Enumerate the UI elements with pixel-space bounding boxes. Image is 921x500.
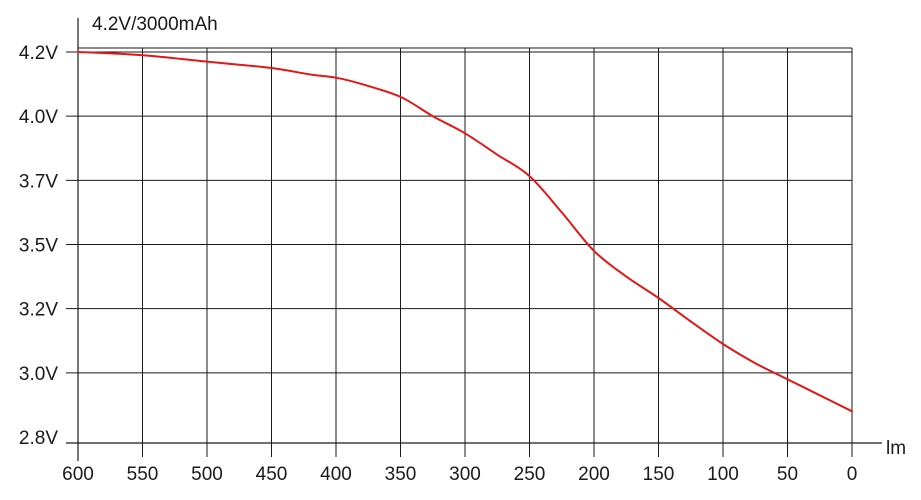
series-layer: [77, 51, 853, 413]
y-axis-tick-labels: 4.2V 4.0V 3.7V 3.5V 3.2V 3.0V 2.8V: [19, 43, 58, 449]
y-tick-label: 4.2V: [19, 43, 58, 64]
x-tick-label: 600: [62, 464, 94, 485]
y-tick-label: 3.5V: [19, 236, 58, 257]
x-tick-label: 50: [777, 464, 798, 485]
x-tick-label: 150: [643, 464, 675, 485]
x-axis-label: lm: [886, 438, 906, 459]
x-tick-label: 200: [578, 464, 610, 485]
x-tick-label: 0: [847, 464, 858, 485]
x-tick-label: 450: [256, 464, 288, 485]
chart-title: 4.2V/3000mAh: [92, 14, 218, 35]
x-tick-label: 100: [707, 464, 739, 485]
grid: [66, 18, 882, 461]
y-tick-label: 3.7V: [19, 171, 58, 192]
y-tick-label: 4.0V: [19, 107, 58, 128]
x-tick-label: 550: [127, 464, 159, 485]
y-tick-label: 3.0V: [19, 364, 58, 385]
x-axis-tick-labels: 600 550 500 450 400 350 300 250 200 150 100 50 0: [62, 464, 857, 485]
x-tick-label: 250: [514, 464, 546, 485]
discharge-curve-line: [77, 51, 853, 413]
x-tick-label: 300: [449, 464, 481, 485]
x-tick-label: 350: [385, 464, 417, 485]
y-tick-label: 3.2V: [19, 300, 58, 321]
y-tick-label: 2.8V: [19, 428, 58, 449]
x-tick-label: 500: [191, 464, 223, 485]
x-tick-label: 400: [320, 464, 352, 485]
